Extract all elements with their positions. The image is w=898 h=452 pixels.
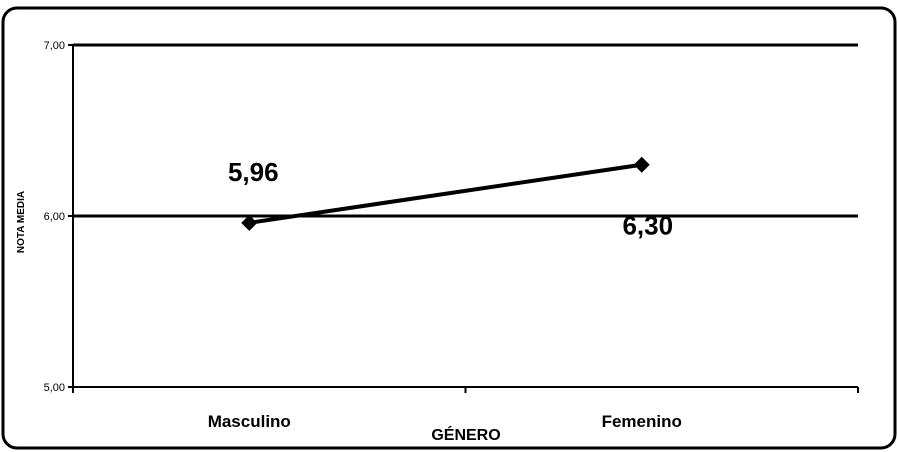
y-axis-title: NOTA MEDIA bbox=[16, 191, 27, 253]
x-tick-label-1: Femenino bbox=[602, 412, 682, 431]
data-labels: 5,96 6,30 bbox=[228, 157, 673, 241]
y-tick-label-2: 7,00 bbox=[44, 40, 65, 52]
x-axis-title: GÉNERO bbox=[431, 425, 500, 444]
data-marker-0 bbox=[241, 214, 258, 231]
x-tick-labels: Masculino Femenino bbox=[208, 412, 682, 431]
series-line-0 bbox=[248, 162, 643, 225]
chart-frame bbox=[1, 6, 897, 450]
y-tick-label-0: 5,00 bbox=[44, 382, 65, 394]
data-label-0: 5,96 bbox=[228, 157, 279, 187]
data-markers bbox=[241, 156, 650, 231]
y-tick-labels: 5,00 6,00 7,00 bbox=[44, 40, 65, 394]
series-line bbox=[248, 162, 643, 225]
gridlines bbox=[73, 43, 858, 218]
data-label-1: 6,30 bbox=[622, 211, 673, 241]
y-tick-label-1: 6,00 bbox=[44, 211, 65, 223]
axes bbox=[68, 44, 859, 393]
x-tick-label-0: Masculino bbox=[208, 412, 291, 431]
data-marker-1 bbox=[633, 156, 650, 173]
